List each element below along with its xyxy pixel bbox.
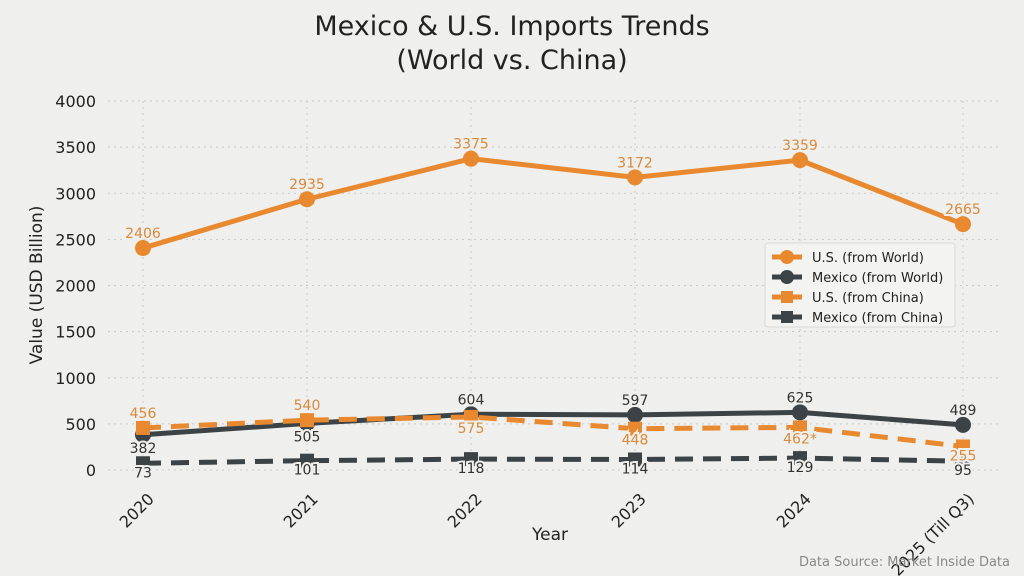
data-point xyxy=(463,150,479,167)
legend-label: Mexico (from World) xyxy=(812,271,943,286)
x-axis-label: Year xyxy=(531,525,568,545)
legend xyxy=(764,242,956,328)
series-line-2 xyxy=(142,414,964,449)
y-tick-label: 500 xyxy=(65,415,96,434)
y-tick-label: 2500 xyxy=(55,230,96,249)
legend-label: Mexico (from China) xyxy=(812,311,943,326)
data-point xyxy=(627,169,643,186)
x-tick-label: 2023 xyxy=(608,489,650,531)
y-tick-label: 3000 xyxy=(55,184,96,203)
legend-label: U.S. (from China) xyxy=(812,291,924,306)
y-axis-label: Value (USD Billion) xyxy=(27,206,47,365)
chart-title-line-1: Mexico & U.S. Imports Trends xyxy=(314,11,710,42)
data-label: 456 xyxy=(130,406,157,422)
data-source-note: Data Source: Market Inside Data xyxy=(798,555,1010,570)
data-label: 95 xyxy=(954,463,972,479)
y-tick-label: 4000 xyxy=(55,92,96,111)
y-tick-label: 0 xyxy=(86,461,96,480)
y-tick-label: 1500 xyxy=(55,323,96,342)
y-tick-label: 1000 xyxy=(55,369,96,388)
y-tick-label: 2000 xyxy=(55,277,96,296)
x-tick-label: 2021 xyxy=(280,489,322,531)
chart-title: Mexico & U.S. Imports Trends (World vs. … xyxy=(0,10,1024,78)
legend-label: U.S. (from World) xyxy=(812,251,924,266)
data-label: 505 xyxy=(294,429,321,445)
data-label: 382 xyxy=(130,441,157,457)
data-point xyxy=(956,454,970,469)
series-line-1 xyxy=(142,409,964,438)
data-label: 597 xyxy=(622,393,649,409)
legend-marker xyxy=(780,250,794,264)
data-point xyxy=(793,451,807,466)
data-label: 462* xyxy=(783,431,817,447)
legend-marker xyxy=(780,270,794,284)
chart-title-line-2: (World vs. China) xyxy=(396,45,628,76)
x-tick-label: 2022 xyxy=(444,489,486,531)
data-label: 540 xyxy=(294,398,321,414)
data-label: 3359 xyxy=(782,138,818,154)
data-point xyxy=(792,404,808,421)
data-point xyxy=(136,456,150,471)
data-label: 3172 xyxy=(617,155,653,171)
data-label: 575 xyxy=(458,421,485,437)
data-label: 2406 xyxy=(125,226,161,242)
data-label: 2665 xyxy=(945,202,981,218)
series-line-0 xyxy=(142,156,964,251)
data-label: 118 xyxy=(458,461,485,477)
data-point xyxy=(955,216,971,233)
x-tick-label: 2020 xyxy=(116,489,158,531)
data-point xyxy=(792,152,808,169)
data-label: 129 xyxy=(787,460,814,476)
data-point xyxy=(136,420,150,435)
data-label: 255 xyxy=(950,448,977,464)
data-label: 489 xyxy=(950,403,977,419)
data-point xyxy=(464,452,478,467)
x-tick-label: 2024 xyxy=(773,489,815,531)
data-point xyxy=(793,420,807,435)
series-line-3 xyxy=(142,455,964,466)
y-tick-label: 3500 xyxy=(55,138,96,157)
data-label: 2935 xyxy=(289,177,325,193)
data-point xyxy=(628,421,642,436)
data-point xyxy=(299,191,315,208)
data-label: 101 xyxy=(294,463,321,479)
data-point xyxy=(135,240,151,257)
data-label: 114 xyxy=(622,461,649,477)
data-point xyxy=(628,452,642,467)
data-point xyxy=(464,409,478,424)
data-point xyxy=(300,413,314,428)
data-label: 604 xyxy=(458,392,485,408)
data-label: 625 xyxy=(787,390,814,406)
data-label: 3375 xyxy=(453,137,489,153)
data-point xyxy=(956,439,970,454)
data-point xyxy=(300,453,314,468)
legend-marker xyxy=(781,311,793,323)
data-point xyxy=(955,416,971,433)
legend-marker xyxy=(781,291,793,303)
data-point xyxy=(627,406,643,423)
data-label: 448 xyxy=(622,433,649,449)
data-label: 73 xyxy=(134,465,152,481)
